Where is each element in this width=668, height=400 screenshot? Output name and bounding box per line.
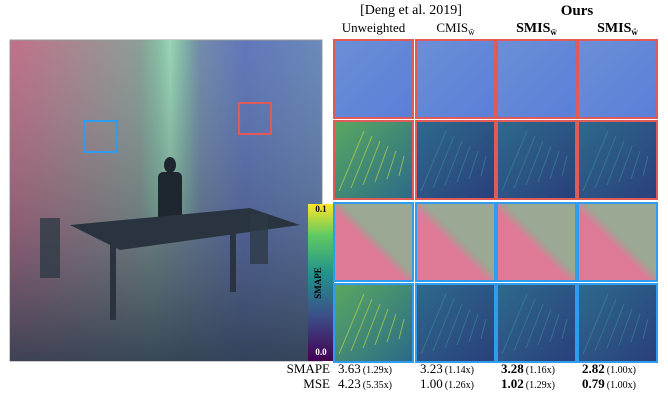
metric-label: MSE	[303, 376, 330, 391]
metric-label: SMAPE	[287, 361, 330, 376]
metric-ratio: (1.26x)	[445, 380, 474, 391]
crop	[334, 203, 413, 281]
crop	[334, 40, 413, 118]
metric-cell: 1.02(1.29x)	[501, 376, 555, 391]
metric-value: 1.02	[501, 376, 524, 391]
metric-ratio: (1.00x)	[607, 365, 636, 376]
colorbar-max: 0.1	[315, 204, 327, 214]
metric-value: 4.23	[338, 376, 361, 391]
crop	[497, 284, 576, 362]
colorbar-min: 0.0	[315, 347, 327, 357]
figure: [Deng et al. 2019] Ours UnweightedCMISw̄…	[0, 0, 668, 400]
column-subscript: w̄	[550, 27, 557, 37]
crop-grid	[334, 40, 657, 362]
metric-ratio: (5.35x)	[363, 380, 392, 391]
crop	[578, 203, 657, 281]
metric-ratio: (1.14x)	[445, 365, 474, 376]
metric-ratio: (1.29x)	[363, 365, 392, 376]
column-label: CMISw̄	[436, 20, 475, 37]
metric-value: 2.82	[582, 361, 605, 376]
metric-ratio: (1.16x)	[526, 365, 555, 376]
column-subscript: ŵ	[631, 27, 638, 37]
crop	[578, 40, 657, 118]
group-label: Ours	[561, 3, 594, 19]
crop	[578, 284, 657, 362]
metric-cell: 3.28(1.16x)	[501, 361, 555, 376]
crop	[334, 284, 413, 362]
metric-cell: 2.82(1.00x)	[582, 361, 636, 376]
crop	[497, 121, 576, 199]
crop	[416, 121, 495, 199]
crop	[497, 40, 576, 118]
metric-cell: 3.63(1.29x)	[338, 361, 392, 376]
column-label: SMISŵ	[597, 21, 638, 37]
metric-cell: 0.79(1.00x)	[582, 376, 636, 391]
metric-value: 3.63	[338, 361, 361, 376]
colorbar-label: SMAPE	[313, 267, 323, 299]
metric-ratio: (1.29x)	[526, 380, 555, 391]
metric-value: 3.28	[501, 361, 524, 376]
column-subscript: w̄	[468, 27, 475, 37]
column-label: Unweighted	[342, 20, 406, 35]
crop	[334, 121, 413, 199]
crop	[497, 203, 576, 281]
column-name: Unweighted	[342, 20, 406, 35]
metric-ratio: (1.00x)	[607, 380, 636, 391]
crop	[416, 284, 495, 362]
metric-value: 3.23	[420, 361, 443, 376]
metric-cell: 3.23(1.14x)	[420, 361, 474, 376]
crop	[416, 40, 495, 118]
main-image: 0.1 0.0 SMAPE	[10, 40, 334, 361]
column-name: SMIS	[516, 21, 550, 36]
metric-cell: 4.23(5.35x)	[338, 376, 392, 391]
metric-cell: 1.00(1.26x)	[420, 376, 474, 391]
metric-value: 1.00	[420, 376, 443, 391]
column-name: SMIS	[597, 21, 631, 36]
crop	[578, 121, 657, 199]
group-label: [Deng et al. 2019]	[360, 3, 462, 18]
crop	[416, 203, 495, 281]
column-label: SMISw̄	[516, 21, 557, 37]
metric-value: 0.79	[582, 376, 605, 391]
column-name: CMIS	[436, 20, 468, 35]
